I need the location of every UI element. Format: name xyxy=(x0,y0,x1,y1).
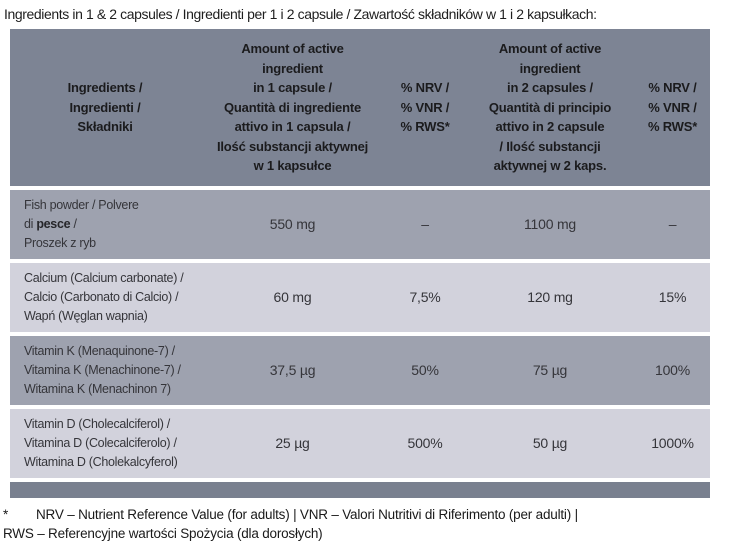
ingredient-name-text: Vitamin D (Cholecalciferol) / Vitamina D… xyxy=(24,416,178,469)
table-header-row: Ingredients / Ingredienti / Składniki Am… xyxy=(10,29,710,186)
nrv-1cap-cell: 50% xyxy=(411,362,439,378)
header-cell-ingredients: Ingredients / Ingredienti / Składniki xyxy=(67,80,143,134)
table-row-vitamin-k: Vitamin K (Menaquinone-7) / Vitamina K (… xyxy=(10,335,710,405)
amount-1cap-cell: 25 µg xyxy=(275,435,310,451)
header-cell-nrv-1-capsule: % NRV / % VNR / % RWS* xyxy=(400,80,450,134)
nrv-1cap-cell: 7,5% xyxy=(409,289,441,305)
amount-2cap-cell: 120 mg xyxy=(527,289,573,305)
amount-2cap-cell: 75 µg xyxy=(532,362,568,378)
ingredient-name-text: Vitamin K (Menaquinone-7) / Vitamina K (… xyxy=(24,343,181,396)
amount-1cap-cell: 37,5 µg xyxy=(269,362,316,378)
amount-1cap-cell: 60 mg xyxy=(273,289,312,305)
ingredient-name-text: / Proszek z ryb xyxy=(24,216,96,250)
amount-2cap-cell: 1100 mg xyxy=(523,216,577,232)
ingredient-name-bold: pesce xyxy=(36,216,71,231)
nrv-2cap-cell: 15% xyxy=(658,289,687,305)
footnote-text-en-it: NRV – Nutrient Reference Value (for adul… xyxy=(36,506,578,522)
footnote-line-1: * NRV – Nutrient Reference Value (for adu… xyxy=(3,505,729,524)
header-cell-nrv-2-capsules: % NRV / % VNR / % RWS* xyxy=(647,80,698,134)
header-cell-amount-2-capsules: Amount of active ingredient in 2 capsule… xyxy=(488,41,612,173)
amount-1cap-cell: 550 mg xyxy=(269,216,316,232)
nrv-2cap-cell: – xyxy=(668,216,677,232)
ingredient-name-text: Calcium (Calcium carbonate) / Calcio (Ca… xyxy=(24,270,184,323)
asterisk-marker: * xyxy=(3,506,9,522)
table-row-vitamin-d: Vitamin D (Cholecalciferol) / Vitamina D… xyxy=(10,408,710,478)
ingredient-name-cell: Vitamin D (Cholecalciferol) / Vitamina D… xyxy=(10,409,200,478)
ingredients-table: Ingredients / Ingredienti / Składniki Am… xyxy=(10,29,710,498)
table-row-calcium: Calcium (Calcium carbonate) / Calcio (Ca… xyxy=(10,262,710,332)
ingredient-name-cell: Vitamin K (Menaquinone-7) / Vitamina K (… xyxy=(10,336,200,405)
ingredient-name-cell: Calcium (Calcium carbonate) / Calcio (Ca… xyxy=(10,263,200,332)
amount-2cap-cell: 50 µg xyxy=(532,435,568,451)
page-title: Ingredients in 1 & 2 capsules / Ingredie… xyxy=(4,6,597,22)
header-cell-amount-1-capsule: Amount of active ingredient in 1 capsule… xyxy=(216,41,369,173)
ingredient-name-text: Fish powder / Polvere di xyxy=(24,197,139,231)
nrv-1cap-cell: – xyxy=(421,216,429,232)
footnote-line-2: RWS – Referencyjne wartości Spożycia (dl… xyxy=(3,525,323,541)
table-bottom-bar xyxy=(10,481,710,498)
nrv-1cap-cell: 500% xyxy=(407,435,443,451)
nrv-2cap-cell: 1000% xyxy=(651,435,694,451)
ingredient-name-cell: Fish powder / Polvere di pesce / Proszek… xyxy=(10,190,200,259)
footnote: * NRV – Nutrient Reference Value (for adu… xyxy=(3,505,729,543)
table-row-fish-powder: Fish powder / Polvere di pesce / Proszek… xyxy=(10,189,710,259)
nrv-2cap-cell: 100% xyxy=(654,362,690,378)
